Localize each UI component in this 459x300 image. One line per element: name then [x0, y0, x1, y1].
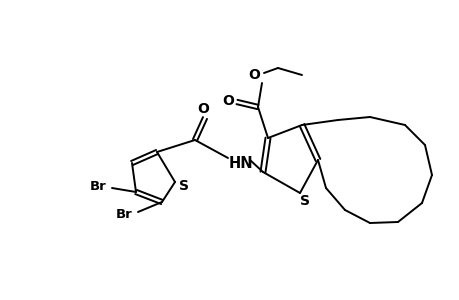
Text: Br: Br: [90, 181, 106, 194]
Text: S: S: [299, 194, 309, 208]
Text: O: O: [247, 68, 259, 82]
Text: HN: HN: [228, 155, 253, 170]
Text: S: S: [179, 179, 189, 193]
Text: O: O: [196, 102, 208, 116]
Text: Br: Br: [115, 208, 132, 220]
Text: O: O: [222, 94, 234, 108]
